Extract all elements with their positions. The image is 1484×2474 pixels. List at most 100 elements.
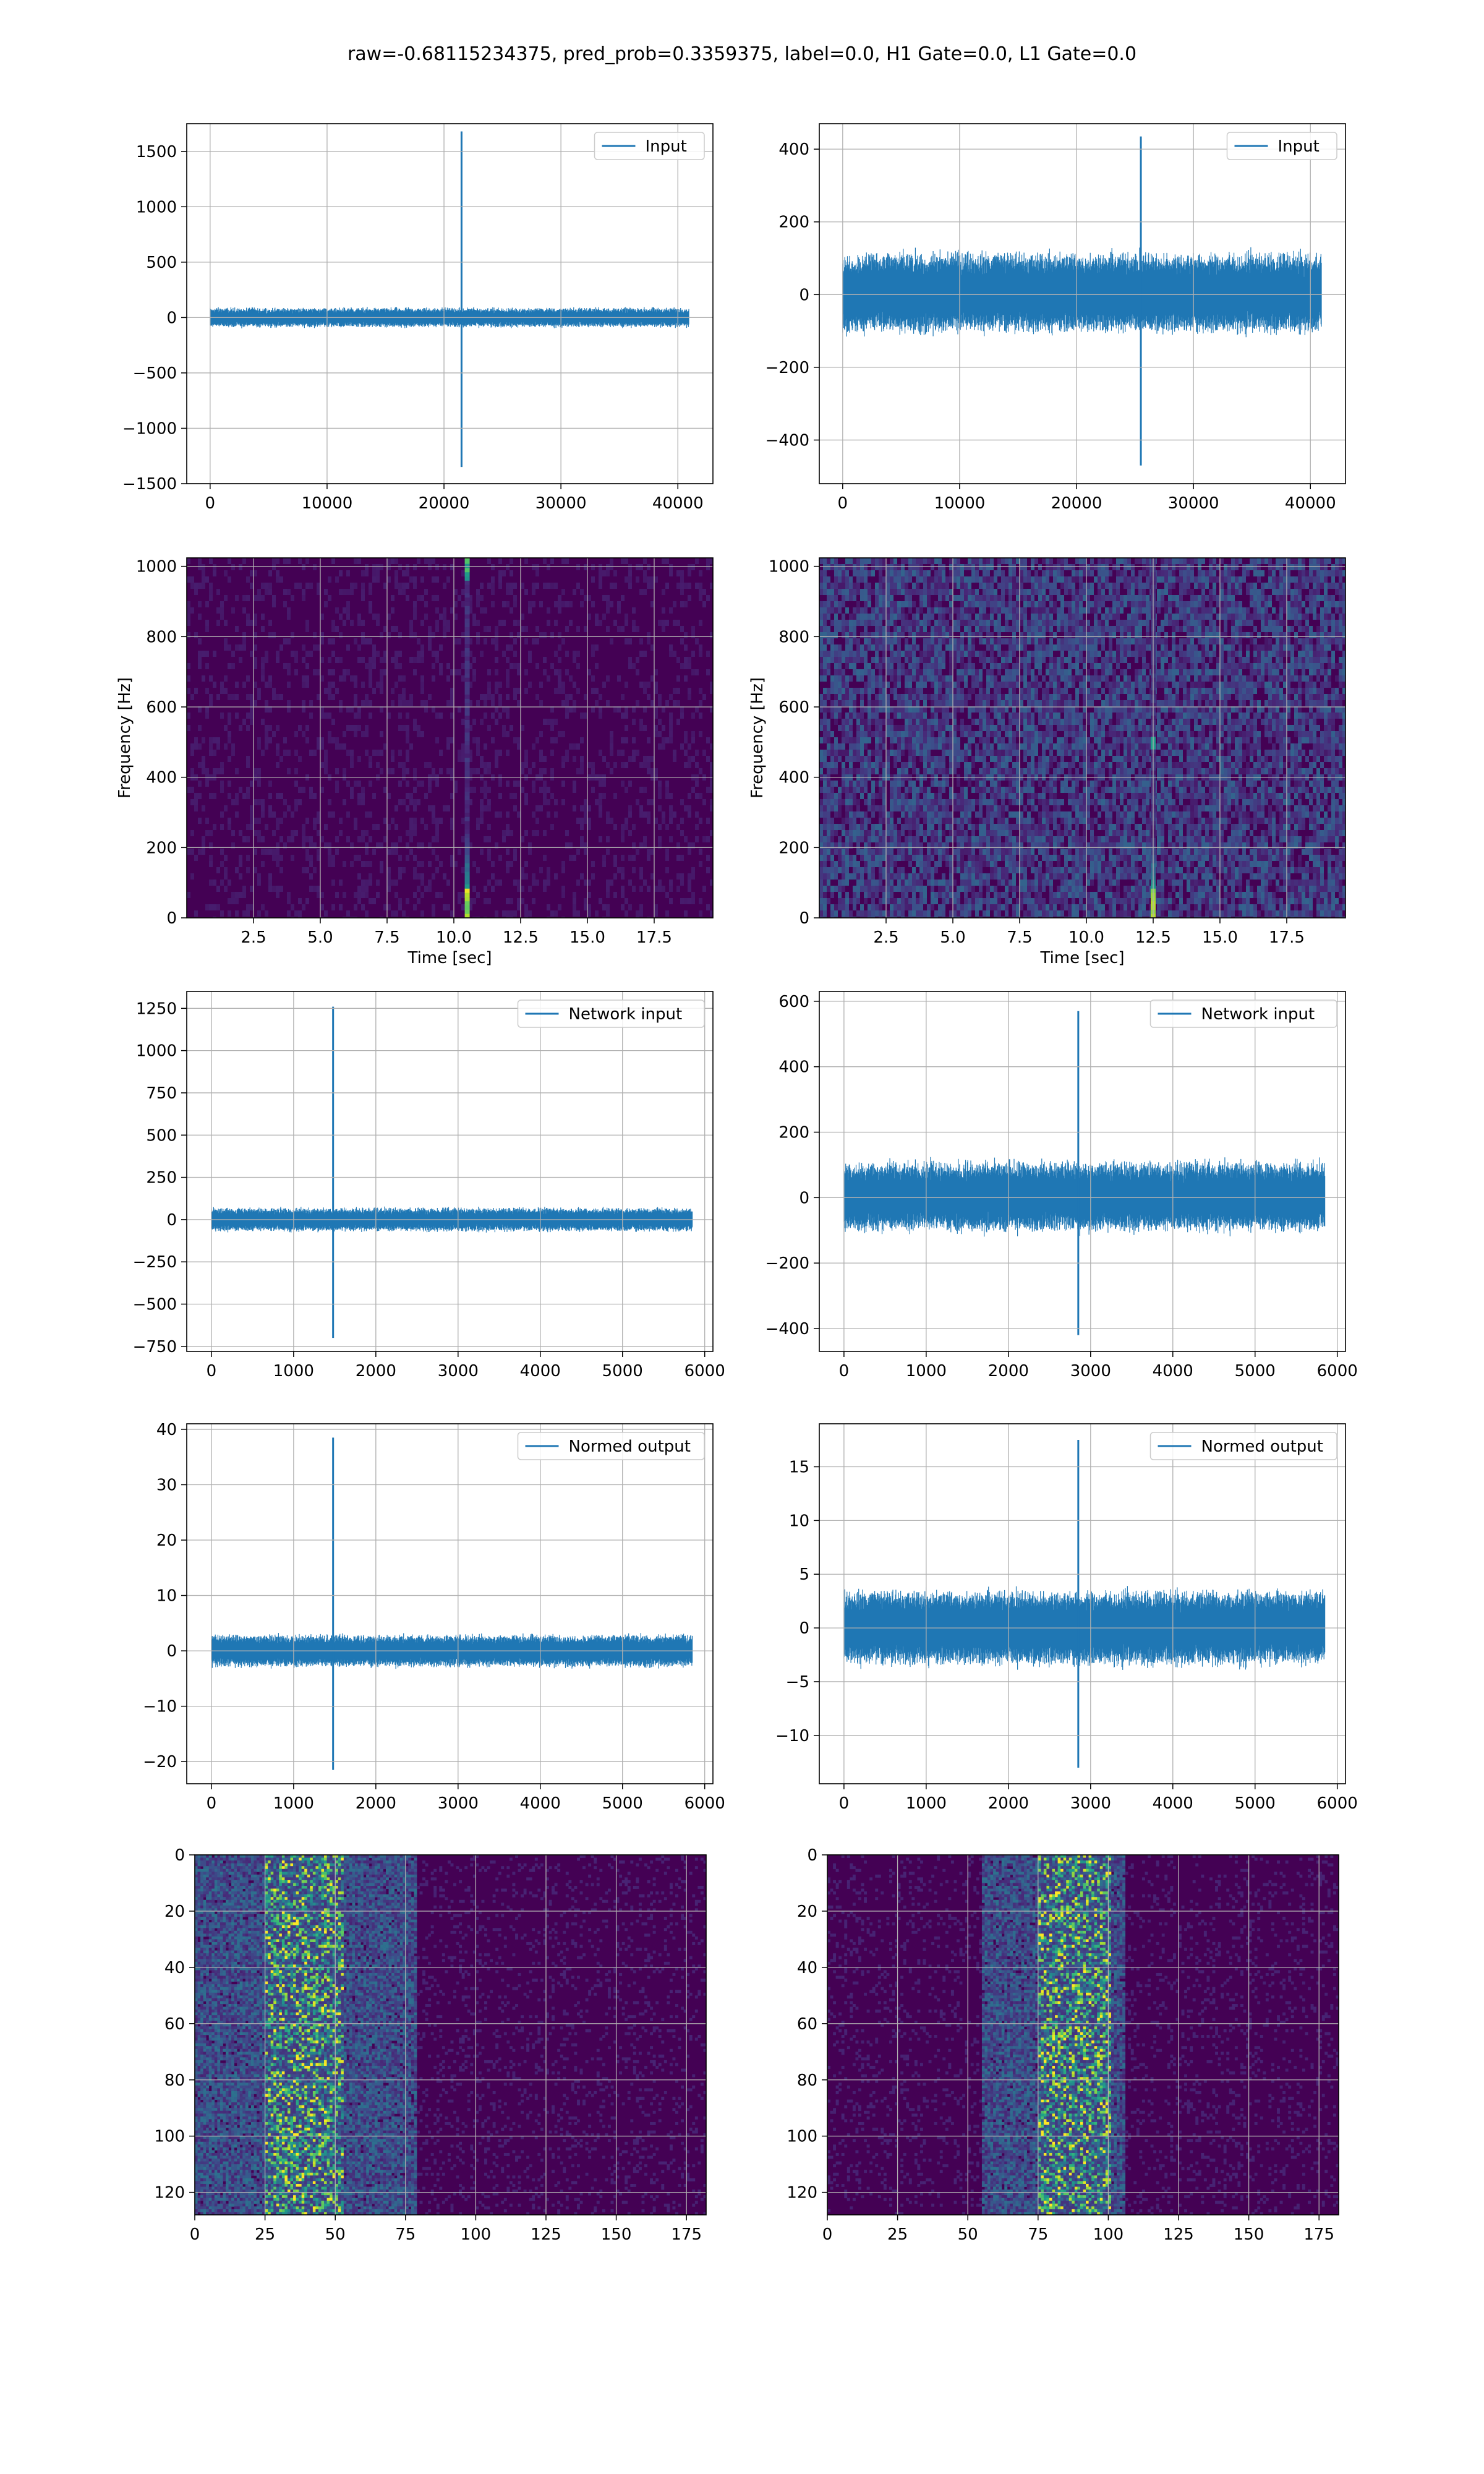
y-tick-label: 40 (156, 1421, 177, 1439)
x-tick-label: 12.5 (503, 928, 539, 947)
y-tick-label: 1250 (136, 999, 177, 1018)
grid (187, 991, 713, 1351)
y-tick-label: −1500 (122, 475, 177, 494)
y-tick-label: −5 (786, 1673, 809, 1692)
x-tick-label: 0 (207, 1794, 217, 1813)
axes-frame (827, 1854, 1339, 2215)
x-tick-label: 4000 (520, 1794, 561, 1813)
x-tick-label: 10.0 (436, 928, 472, 947)
y-tick-label: 600 (778, 993, 809, 1011)
y-tick-label: 120 (787, 2184, 817, 2202)
y-tick-label: 0 (166, 1211, 177, 1230)
x-tick-label: 50 (325, 2225, 346, 2244)
x-tick-label: 1000 (906, 1794, 947, 1813)
plot-area (195, 1855, 706, 2215)
axes-frame (186, 1423, 714, 1784)
x-tick-label: 0 (839, 1794, 850, 1813)
y-axis-label: Frequency [Hz] (748, 677, 767, 798)
y-tick-label: 800 (146, 628, 177, 646)
x-tick-label: 3000 (1070, 1794, 1111, 1813)
series-line (842, 247, 1322, 338)
y-tick-label: 5 (799, 1565, 809, 1584)
grid (187, 558, 713, 918)
y-tick-label: −500 (133, 364, 177, 383)
panel-feat-left: 0 25 50 75 100 125 150 175 0 20 40 60 80 100 120 (154, 1846, 707, 2244)
y-tick-label: 0 (166, 309, 177, 327)
x-tick-label: 0 (205, 494, 216, 513)
y-tick-label: 80 (164, 2071, 185, 2090)
y-tick-label: 80 (797, 2071, 817, 2090)
grid (187, 124, 713, 484)
y-tick-label: −750 (133, 1338, 177, 1356)
y-tick-label: 1000 (136, 198, 177, 216)
y-tick-label: 200 (146, 839, 177, 857)
x-axis-label: Time [sec] (1039, 949, 1124, 967)
legend: Normed output (1149, 1432, 1337, 1460)
x-tick-label: 5000 (602, 1794, 643, 1813)
plot-area (819, 558, 1345, 918)
y-tick-label: 10 (156, 1587, 177, 1606)
x-tick-label: 2000 (988, 1794, 1029, 1813)
panel-normed-right: 0 1000 2000 3000 4000 5000 6000 −10 −5 0 5 10 15 Norm… (775, 1423, 1358, 1813)
x-tick-label: 2000 (356, 1794, 396, 1813)
panel-normed-left: 0 1000 2000 3000 4000 5000 6000 −20 −10 0 10 20 30 40… (143, 1421, 725, 1813)
grid (187, 1424, 713, 1784)
y-tick-label: 1000 (769, 558, 809, 576)
x-tick-label: 3000 (1070, 1362, 1111, 1380)
axes-frame (819, 991, 1346, 1352)
plot-area (210, 131, 689, 468)
y-tick-label: 1000 (136, 558, 177, 576)
y-tick-label: −10 (143, 1698, 177, 1716)
plot-area (827, 1855, 1339, 2215)
axes-frame (819, 1423, 1346, 1784)
x-tick-label: 150 (601, 2225, 632, 2244)
x-tick-label: 10000 (302, 494, 353, 513)
axes-frame (186, 991, 714, 1352)
x-tick-label: 2000 (356, 1362, 396, 1380)
x-tick-label: 30000 (1168, 494, 1219, 513)
y-tick-label: 120 (154, 2184, 185, 2202)
panel-network-right: 0 1000 2000 3000 4000 5000 6000 −400 −200 0 200 400… (765, 991, 1358, 1380)
y-tick-label: 0 (799, 286, 809, 304)
x-tick-label: 100 (1093, 2225, 1124, 2244)
x-tick-label: 10.0 (1068, 928, 1104, 947)
x-tick-label: 6000 (1317, 1362, 1358, 1380)
x-tick-label: 5.0 (940, 928, 965, 947)
y-tick-label: 15 (789, 1458, 809, 1476)
y-tick-label: 0 (174, 1846, 185, 1865)
y-tick-label: 800 (778, 628, 809, 646)
legend-label: Input (646, 137, 687, 156)
y-tick-label: −20 (143, 1753, 177, 1771)
x-tick-label: 75 (1028, 2225, 1048, 2244)
x-tick-label: 125 (1163, 2225, 1194, 2244)
legend-label: Network input (1201, 1005, 1315, 1024)
x-tick-label: 12.5 (1135, 928, 1171, 947)
y-tick-label: 600 (146, 698, 177, 717)
legend-label: Input (1278, 137, 1320, 156)
plot-area (842, 136, 1322, 466)
x-tick-label: 2000 (988, 1362, 1029, 1380)
y-tick-label: −200 (765, 359, 809, 377)
x-tick-label: 175 (671, 2225, 702, 2244)
axes-frame (186, 557, 714, 918)
legend-label: Network input (569, 1005, 683, 1024)
plot-area (211, 1437, 693, 1770)
x-tick-label: 30000 (535, 494, 587, 513)
series-line (843, 1157, 1326, 1237)
legend: Normed output (517, 1432, 705, 1460)
x-axis-label: Time [sec] (407, 949, 492, 967)
y-tick-label: 60 (164, 2015, 185, 2034)
y-tick-label: 400 (778, 140, 809, 159)
x-tick-label: 5000 (1235, 1362, 1276, 1380)
y-tick-label: 10 (789, 1512, 809, 1530)
x-tick-label: 15.0 (569, 928, 605, 947)
y-tick-label: −400 (765, 431, 809, 450)
y-tick-label: −500 (133, 1295, 177, 1314)
x-tick-label: 150 (1234, 2225, 1264, 2244)
x-tick-label: 2.5 (873, 928, 898, 947)
x-tick-label: 17.5 (1269, 928, 1305, 947)
y-tick-label: 100 (787, 2128, 817, 2146)
panel-input-left: 0 10000 20000 30000 40000 −1500 −1000 −500 0 500 1… (122, 123, 714, 513)
y-tick-label: 200 (778, 839, 809, 857)
panel-feat-right: 0 25 50 75 100 125 150 175 0 20 40 60 80 100 120 (787, 1846, 1339, 2244)
